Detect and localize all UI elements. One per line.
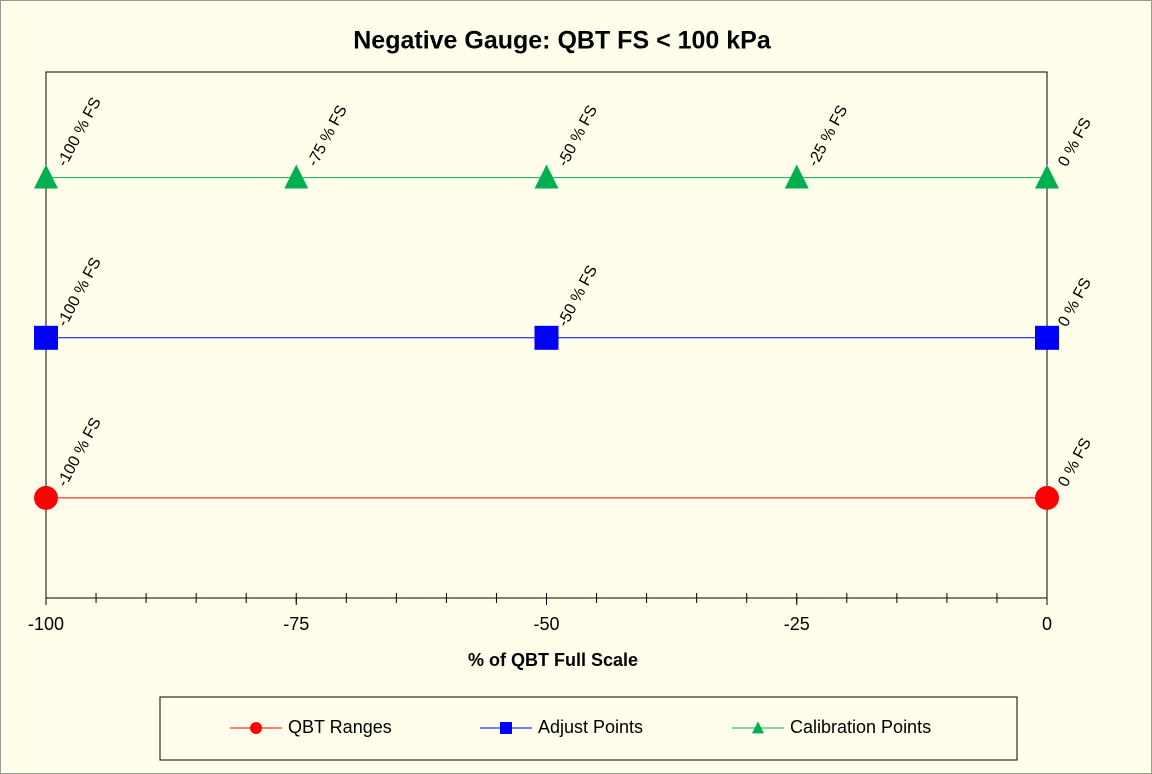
- x-tick-label: -25: [784, 614, 810, 634]
- point: [34, 325, 58, 350]
- legend-label: Adjust Points: [538, 717, 643, 737]
- point: [534, 325, 559, 350]
- legend-label: QBT Ranges: [288, 717, 392, 737]
- legend-marker: [250, 722, 262, 734]
- point: [34, 485, 58, 510]
- point: [1035, 164, 1059, 189]
- x-tick-label: -50: [533, 614, 559, 634]
- point: [784, 164, 809, 189]
- legend-label: Calibration Points: [790, 717, 931, 737]
- x-tick-label: -100: [28, 614, 64, 634]
- point: [284, 164, 309, 189]
- point: [1035, 485, 1059, 510]
- point: [1035, 325, 1059, 350]
- x-tick-label: 0: [1042, 614, 1052, 634]
- x-tick-label: -75: [283, 614, 309, 634]
- point: [34, 164, 58, 189]
- point: [534, 164, 559, 189]
- legend-marker: [752, 721, 764, 734]
- legend-box: [159, 696, 1018, 761]
- legend-marker: [500, 722, 512, 734]
- chart-title: Negative Gauge: QBT FS < 100 kPa: [353, 27, 772, 55]
- x-axis-label: % of QBT Full Scale: [468, 650, 638, 670]
